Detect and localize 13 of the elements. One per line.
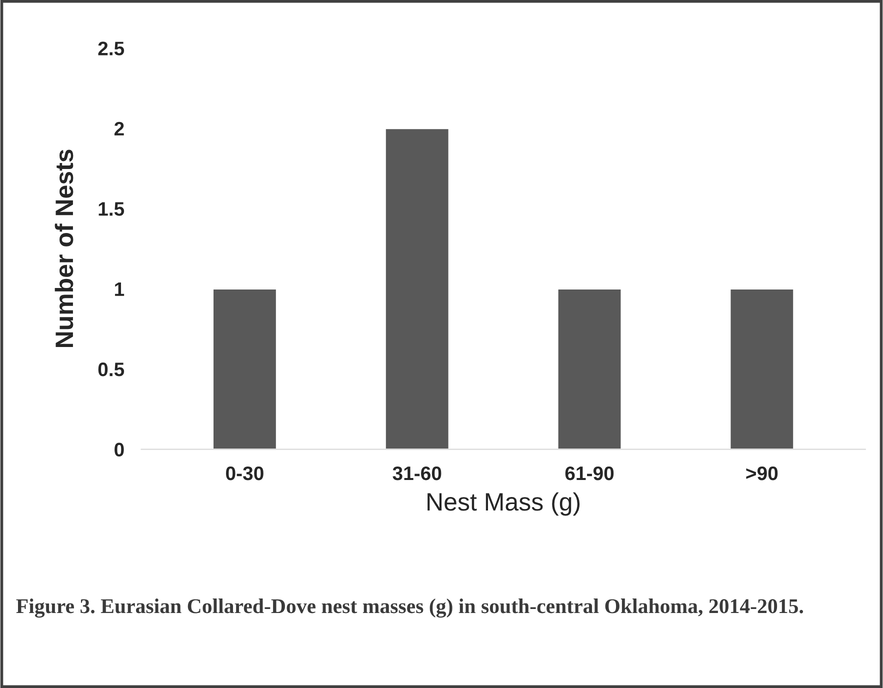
y-tick-label: 0.5 [98, 362, 124, 376]
x-tick-label: 61-90 [565, 466, 614, 480]
y-tick-label: 1.5 [98, 202, 124, 216]
y-tick-label: 2.5 [98, 42, 124, 56]
y-tick-label: 0 [114, 442, 124, 456]
x-tick-label: >90 [746, 466, 778, 480]
caption: Figure 3. Eurasian Collared-Dove nest masses (g) in south-central Oklahoma, 2014-2015. [16, 598, 803, 618]
x-tick-label: 31-60 [392, 466, 442, 480]
x-axis-title: Nest Mass (g) [428, 492, 580, 516]
y-axis-title: Number of Nests [54, 150, 74, 348]
x-tick-label: 0-30 [226, 466, 264, 480]
y-tick-label: 1 [115, 282, 124, 296]
y-tick-label: 2 [114, 122, 124, 136]
